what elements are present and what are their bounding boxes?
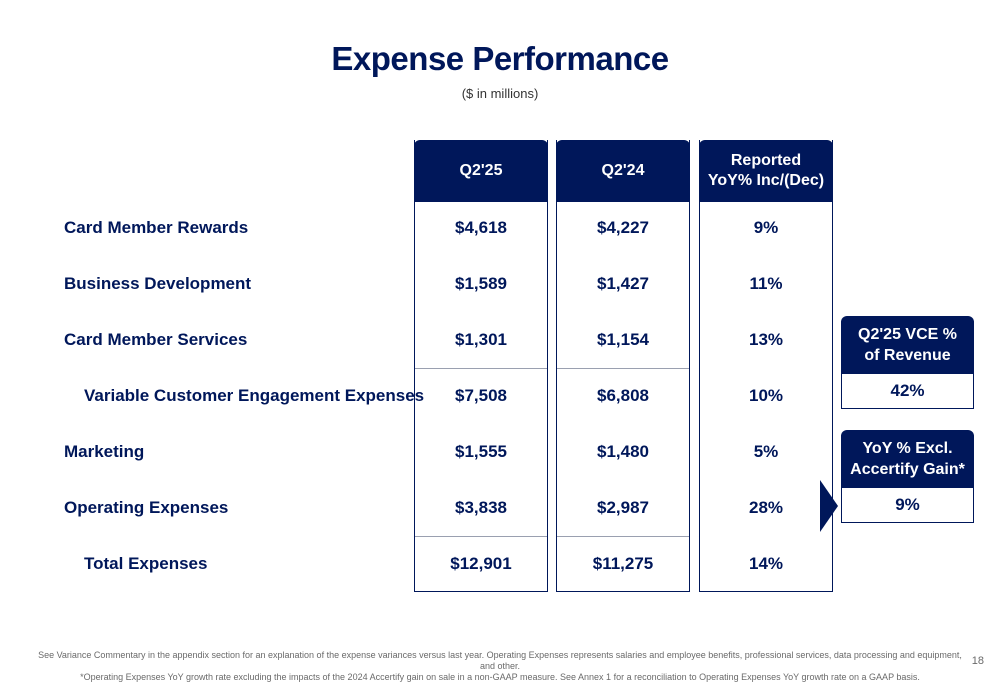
row-label-vce-expenses: Variable Customer Engagement Expenses <box>84 386 425 405</box>
cell-value: 5% <box>753 442 779 461</box>
column-header-q2-25: Q2'25 <box>414 140 548 202</box>
row-label-marketing: Marketing <box>64 442 145 461</box>
footnote-line-2: *Operating Expenses YoY growth rate excl… <box>80 672 920 682</box>
column-reported-yoy: Reported YoY% Inc/(Dec) 9% 11% 13% 10% 5… <box>699 140 833 592</box>
row-label-card-member-services: Card Member Services <box>64 330 248 349</box>
cell-value: $1,480 <box>597 442 649 461</box>
column-q2-25: Q2'25 $4,618 $1,589 $1,301 $7,508 $1,555… <box>414 140 548 592</box>
footnote-line-1: See Variance Commentary in the appendix … <box>38 650 962 671</box>
cell-value: 14% <box>748 554 784 573</box>
cell-value: $12,901 <box>450 554 512 573</box>
cell-value: $1,301 <box>455 330 507 349</box>
cell-value: $4,618 <box>455 218 507 237</box>
yoy-excl-accertify-box: YoY % Excl. Accertify Gain* 9% <box>841 430 974 523</box>
row-label-card-member-rewards: Card Member Rewards <box>64 218 249 237</box>
cell-value: $1,589 <box>455 274 507 293</box>
column-header-reported-yoy: Reported YoY% Inc/(Dec) <box>699 140 833 202</box>
row-separator <box>415 368 547 369</box>
yoy-excl-accertify-value: 9% <box>841 488 974 523</box>
page-title: Expense Performance <box>331 40 669 77</box>
cell-value: 9% <box>753 218 779 237</box>
arrow-right-icon <box>820 480 838 532</box>
column-q2-24: Q2'24 $4,227 $1,427 $1,154 $6,808 $1,480… <box>556 140 690 592</box>
footnote: See Variance Commentary in the appendix … <box>30 650 970 683</box>
cell-value: $7,508 <box>455 386 507 405</box>
cell-value: $1,427 <box>597 274 649 293</box>
row-label-business-development: Business Development <box>64 274 252 293</box>
page-number: 18 <box>971 655 984 667</box>
cell-value: $4,227 <box>597 218 649 237</box>
cell-value: 10% <box>748 386 784 405</box>
yoy-excl-accertify-label: YoY % Excl. Accertify Gain* <box>841 430 974 488</box>
cell-value: 11% <box>749 274 783 293</box>
cell-value: 13% <box>748 330 784 349</box>
cell-value: $11,275 <box>592 554 654 573</box>
vce-revenue-value: 42% <box>841 374 974 409</box>
row-label-operating-expenses: Operating Expenses <box>64 498 229 517</box>
cell-value: $3,838 <box>455 498 507 517</box>
cell-value: 28% <box>748 498 784 517</box>
row-separator <box>557 536 689 537</box>
row-label-total-expenses: Total Expenses <box>84 554 208 573</box>
column-header-q2-24: Q2'24 <box>556 140 690 202</box>
cell-value: $2,987 <box>597 498 649 517</box>
cell-value: $1,154 <box>597 330 649 349</box>
cell-value: $1,555 <box>455 442 507 461</box>
row-separator <box>557 368 689 369</box>
vce-revenue-label: Q2'25 VCE % of Revenue <box>841 316 974 374</box>
vce-revenue-box: Q2'25 VCE % of Revenue 42% <box>841 316 974 409</box>
page-subtitle: ($ in millions) <box>461 86 539 101</box>
cell-value: $6,808 <box>597 386 649 405</box>
row-separator <box>415 536 547 537</box>
